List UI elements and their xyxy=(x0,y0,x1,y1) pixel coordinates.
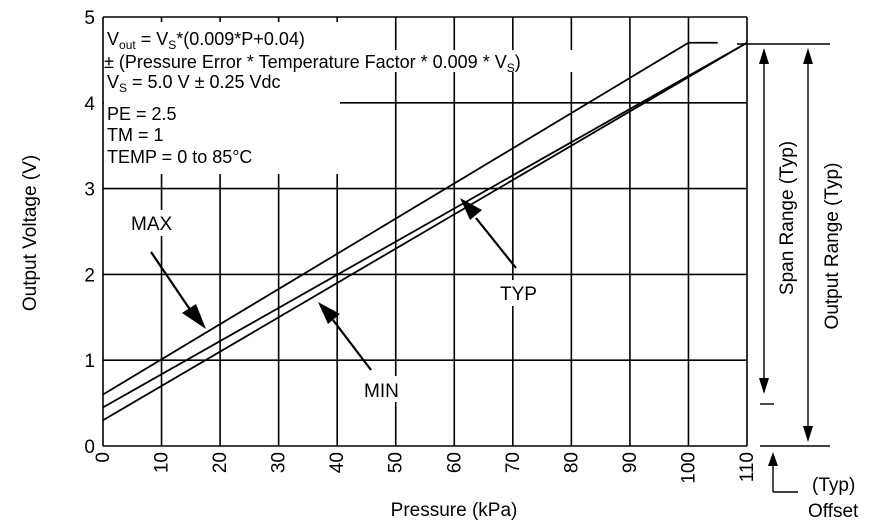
span-range-label: Span Range (Typ) xyxy=(777,141,798,295)
grid xyxy=(102,16,748,447)
spec-box-bg xyxy=(104,22,340,174)
max-label-bg xyxy=(128,210,184,236)
temp-line: TEMP = 0 to 85°C xyxy=(107,147,252,167)
series-line-max xyxy=(102,41,718,396)
y-tick-label-2: 2 xyxy=(84,265,95,286)
span-arrow-top xyxy=(759,48,769,64)
x-tick-label-20: 20 xyxy=(210,452,231,473)
typ-arrowhead xyxy=(460,198,482,220)
max-arrowhead xyxy=(182,304,206,329)
output-arrow-bottom xyxy=(803,426,813,442)
y-tick-label-1: 1 xyxy=(84,351,95,372)
offset-arrowhead xyxy=(768,452,778,466)
x-tick-label-100: 100 xyxy=(678,452,699,484)
supply-voltage-line: VS = 5.0 V ± 0.25 Vdc xyxy=(107,72,281,95)
y-axis-title: Output Voltage (V) xyxy=(20,155,41,311)
x-tick-label-90: 90 xyxy=(620,452,641,473)
tick-labels: 0 10 20 30 40 50 60 70 80 90 100 110 0 1 2 3 4 5 xyxy=(84,8,758,484)
span-arrow-bottom xyxy=(759,378,769,394)
x-tick-label-70: 70 xyxy=(503,452,524,473)
offset-typ-label: (Typ) xyxy=(812,475,855,496)
min-arrow-shaft xyxy=(332,319,372,371)
typ-label-bg xyxy=(496,280,552,306)
min-label-bg xyxy=(360,376,412,402)
tm-line: TM = 1 xyxy=(107,125,164,145)
x-tick-label-10: 10 xyxy=(152,452,173,473)
series-layer xyxy=(102,41,748,422)
series-line-typ xyxy=(102,41,748,409)
x-tick-label-60: 60 xyxy=(444,452,465,473)
x-tick-label-80: 80 xyxy=(561,452,582,473)
x-tick-label-0: 0 xyxy=(93,452,114,463)
x-tick-label-50: 50 xyxy=(386,452,407,473)
equation-line-1: Vout = VS*(0.009*P+0.04) xyxy=(107,29,305,52)
x-tick-label-40: 40 xyxy=(327,452,348,473)
offset-label: Offset xyxy=(808,501,859,522)
series-line-min xyxy=(102,41,748,422)
y-tick-label-5: 5 xyxy=(84,8,95,29)
typ-label: TYP xyxy=(500,284,537,305)
max-arrow-shaft xyxy=(150,251,194,315)
y-tick-label-3: 3 xyxy=(84,180,95,201)
y-tick-label-0: 0 xyxy=(84,437,95,458)
typ-arrow-shaft xyxy=(475,217,517,269)
equation-line-2-bg xyxy=(104,50,584,72)
x-tick-label-110: 110 xyxy=(737,452,758,482)
max-label: MAX xyxy=(131,214,173,235)
min-arrowhead xyxy=(318,302,340,324)
x-axis-title: Pressure (kPa) xyxy=(391,500,518,521)
output-range-label: Output Range (Typ) xyxy=(822,163,843,330)
pe-line: PE = 2.5 xyxy=(107,104,177,124)
y-tick-label-4: 4 xyxy=(84,94,95,115)
output-arrow-top xyxy=(803,48,813,64)
x-tick-label-30: 30 xyxy=(269,452,290,473)
min-label: MIN xyxy=(364,381,399,402)
equation-line-2: ± (Pressure Error * Temperature Factor *… xyxy=(104,52,521,75)
